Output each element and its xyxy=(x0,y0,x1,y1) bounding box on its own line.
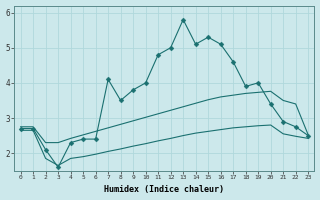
X-axis label: Humidex (Indice chaleur): Humidex (Indice chaleur) xyxy=(104,185,224,194)
